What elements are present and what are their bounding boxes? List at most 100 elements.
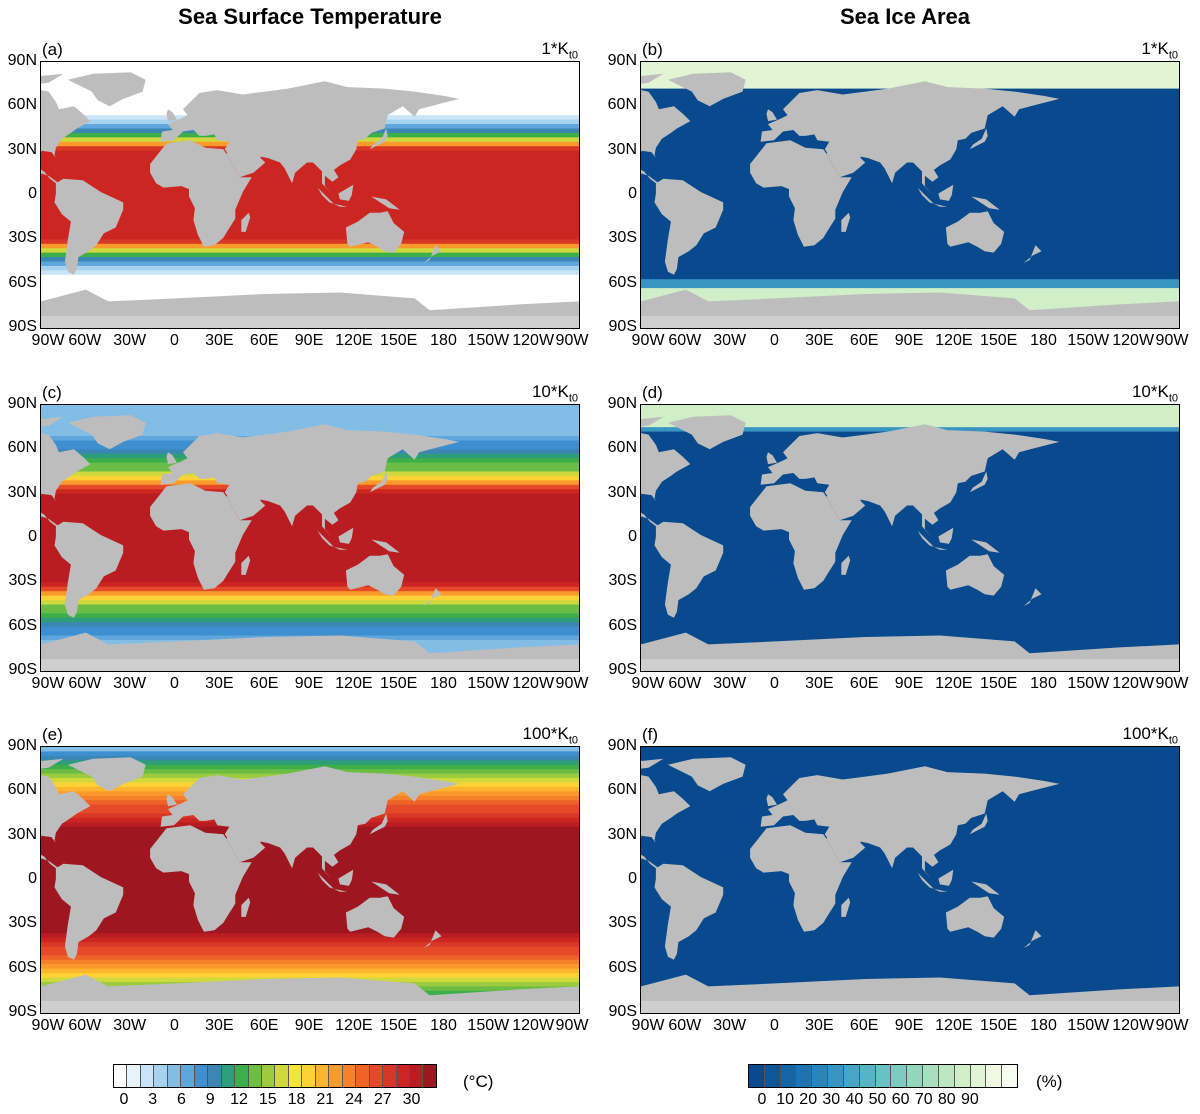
colorbar-swatch — [302, 1065, 316, 1087]
field-band — [41, 239, 579, 245]
field-band — [41, 538, 579, 544]
field-band — [41, 902, 579, 908]
colorbar-label: 6 — [177, 1091, 186, 1108]
x-tick-label: 0 — [170, 332, 179, 349]
field-band — [641, 75, 1179, 81]
polar-mask — [641, 1001, 1179, 1013]
colorbar-swatch — [329, 1065, 343, 1087]
colorbar-label: 30 — [402, 1091, 421, 1108]
colorbar-swatch — [396, 1065, 410, 1087]
x-tick-label: 150E — [979, 1017, 1018, 1034]
land-mass — [917, 530, 934, 547]
x-tick-label: 120E — [935, 675, 973, 692]
field-band — [41, 937, 579, 943]
x-tick-label: 30E — [805, 1017, 834, 1034]
field-band — [41, 853, 579, 859]
x-tick-label: 60E — [849, 675, 879, 692]
colorbar-label: 21 — [316, 1091, 335, 1108]
colorbar-swatch — [828, 1065, 844, 1087]
colorbar-swatch — [423, 1065, 436, 1087]
map-panel-e — [40, 746, 580, 1014]
y-tick-label: 60N — [7, 96, 37, 114]
y-tick-label: 0 — [628, 870, 637, 887]
field-band — [641, 973, 1179, 979]
field-band — [41, 529, 579, 535]
colorbar-label: 15 — [258, 1091, 277, 1108]
land-mass — [667, 72, 746, 107]
map-panel-b — [640, 61, 1180, 329]
y-tick-label: 90S — [8, 661, 37, 678]
x-tick-label: 120W — [1112, 1017, 1155, 1034]
panel-label: (f) — [642, 725, 659, 744]
panel-label: (a) — [42, 40, 63, 59]
land-mass — [641, 73, 664, 84]
land-mass — [241, 555, 251, 575]
land-mass — [945, 896, 1005, 938]
field-band — [41, 190, 579, 196]
field-band — [641, 564, 1179, 570]
field-band — [641, 515, 1179, 521]
colorbar-label: 18 — [287, 1091, 306, 1108]
field-band — [41, 591, 579, 597]
land-mass — [945, 554, 1005, 596]
land-mass — [54, 863, 124, 960]
field-band — [641, 933, 1179, 939]
x-tick-label: 30W — [713, 332, 747, 349]
field-band — [41, 265, 579, 271]
field-band — [41, 755, 579, 761]
colorbar-swatch — [843, 1065, 860, 1087]
field-band — [41, 418, 579, 424]
colorbar-label: 80 — [937, 1091, 956, 1108]
x-tick-label: 120W — [512, 332, 555, 349]
field-band — [641, 862, 1179, 868]
field-band — [41, 888, 579, 894]
land-mass — [166, 794, 177, 807]
y-tick-label: 30S — [608, 914, 637, 932]
field-band — [641, 208, 1179, 214]
land-mass — [166, 452, 177, 465]
colorbar-swatch — [812, 1065, 829, 1087]
field-band — [641, 70, 1179, 76]
land-mass — [750, 140, 852, 247]
colorbar-swatch — [1002, 1065, 1018, 1087]
colorbar-swatch — [114, 1065, 128, 1087]
experiment-tag: 100*Kt0 — [1122, 724, 1178, 747]
field-band — [41, 897, 579, 903]
experiment-tag: 1*Kt0 — [1141, 39, 1178, 62]
x-tick-label: 60E — [849, 1017, 879, 1034]
land-mass — [971, 881, 1000, 895]
field-band — [41, 884, 579, 890]
field-band — [41, 964, 579, 970]
field-band — [641, 422, 1179, 428]
colorbar-label: 3 — [148, 1091, 158, 1108]
y-tick-label: 0 — [628, 528, 637, 545]
x-tick-label: 120E — [335, 332, 373, 349]
map-canvas — [41, 747, 579, 1013]
y-tick-label: 90N — [607, 395, 637, 412]
x-tick-label: 30E — [205, 1017, 234, 1034]
land-mass — [369, 471, 388, 493]
field-band — [641, 288, 1179, 294]
field-band — [641, 555, 1179, 561]
x-tick-label: 120E — [935, 332, 973, 349]
land-mass — [67, 72, 146, 107]
map-panel-d — [640, 404, 1180, 672]
field-band — [41, 862, 579, 868]
field-band — [41, 600, 579, 606]
field-band — [41, 283, 579, 289]
colorbar-swatch — [208, 1065, 222, 1087]
land-mass — [150, 825, 252, 932]
field-band — [641, 897, 1179, 903]
colorbar-label: 0 — [757, 1091, 767, 1108]
field-band — [41, 230, 579, 236]
field-band — [41, 919, 579, 925]
colorbar-swatch — [749, 1065, 765, 1087]
land-mass — [969, 128, 988, 150]
field-band — [41, 208, 579, 214]
x-tick-label: 0 — [170, 675, 179, 692]
x-tick-label: 60W — [68, 332, 102, 349]
colorbar-label: 24 — [345, 1091, 363, 1108]
y-tick-label: 30N — [7, 140, 37, 158]
field-band — [41, 875, 579, 881]
field-band — [41, 631, 579, 637]
